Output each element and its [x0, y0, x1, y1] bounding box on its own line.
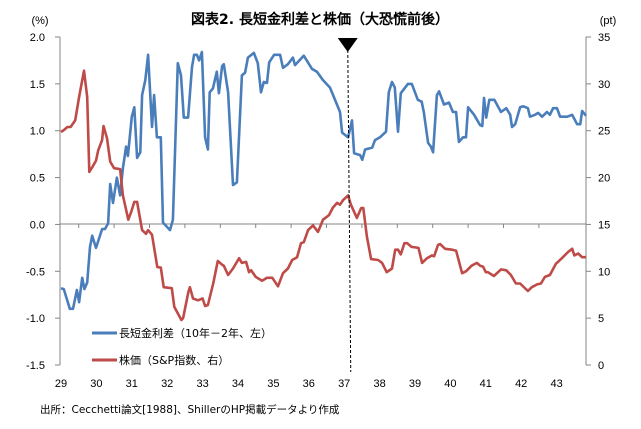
x-tick-label: 37	[338, 378, 350, 390]
x-tick-label: 42	[515, 378, 527, 390]
right-tick-label: 5	[598, 313, 604, 325]
x-tick-label: 30	[90, 378, 102, 390]
left-tick-label: 0.0	[30, 219, 45, 231]
right-tick-label: 25	[598, 126, 610, 138]
series-line-stock-price	[60, 69, 586, 322]
left-tick-label: -1.5	[26, 360, 45, 372]
left-tick-label: -1.0	[26, 313, 45, 325]
x-tick-label: 40	[444, 378, 456, 390]
x-tick-label: 31	[126, 378, 138, 390]
right-tick-label: 10	[598, 266, 610, 278]
x-tick-label: 39	[409, 378, 421, 390]
x-tick-label: 41	[480, 378, 492, 390]
x-tick-label: 36	[303, 378, 315, 390]
left-tick-label: 1.5	[30, 79, 45, 91]
right-tick-label: 30	[598, 79, 610, 91]
marker-down-triangle-icon	[337, 38, 358, 52]
x-axis-ticks: 29 30 31 32 33 34 35 36 37 38 39 40 41 42 43	[55, 224, 563, 390]
right-axis-unit: (pt)	[600, 15, 617, 27]
left-axis-ticks: 2.0 1.5 1.0 0.5 0.0 -0.5 -1.0 -1.5	[26, 32, 60, 372]
left-tick-label: 1.0	[30, 126, 45, 138]
x-tick-label: 33	[196, 378, 208, 390]
series-group	[60, 50, 588, 322]
x-tick-label: 34	[232, 378, 244, 390]
left-tick-label: 0.5	[30, 173, 45, 185]
legend-label-spread: 長短金利差（10年－2年、左）	[119, 326, 272, 340]
series-line-spread	[60, 50, 588, 311]
source-note: 出所：Cecchetti論文[1988]、ShillerのHP掲載データより作成	[40, 403, 340, 416]
marker-dashed-line	[347, 44, 352, 373]
left-axis-unit: (%)	[31, 15, 48, 27]
x-tick-label: 29	[55, 378, 67, 390]
chart-title: 図表2. 長短金利差と株価（大恐慌前後）	[191, 11, 449, 28]
right-tick-label: 15	[598, 219, 610, 231]
right-tick-label: 20	[598, 173, 610, 185]
x-tick-label: 35	[267, 378, 279, 390]
legend-label-stock: 株価（S&P指数、右）	[119, 353, 229, 367]
x-tick-label: 38	[373, 378, 385, 390]
legend: 長短金利差（10年－2年、左） 株価（S&P指数、右）	[92, 326, 272, 367]
left-tick-label: -0.5	[26, 266, 45, 278]
x-tick-label: 32	[161, 378, 173, 390]
right-tick-label: 0	[598, 360, 604, 372]
right-axis-ticks: 35 30 25 20 15 10 5 0	[586, 32, 610, 372]
right-tick-label: 35	[598, 32, 610, 44]
left-tick-label: 2.0	[30, 32, 45, 44]
x-tick-label: 43	[550, 378, 562, 390]
